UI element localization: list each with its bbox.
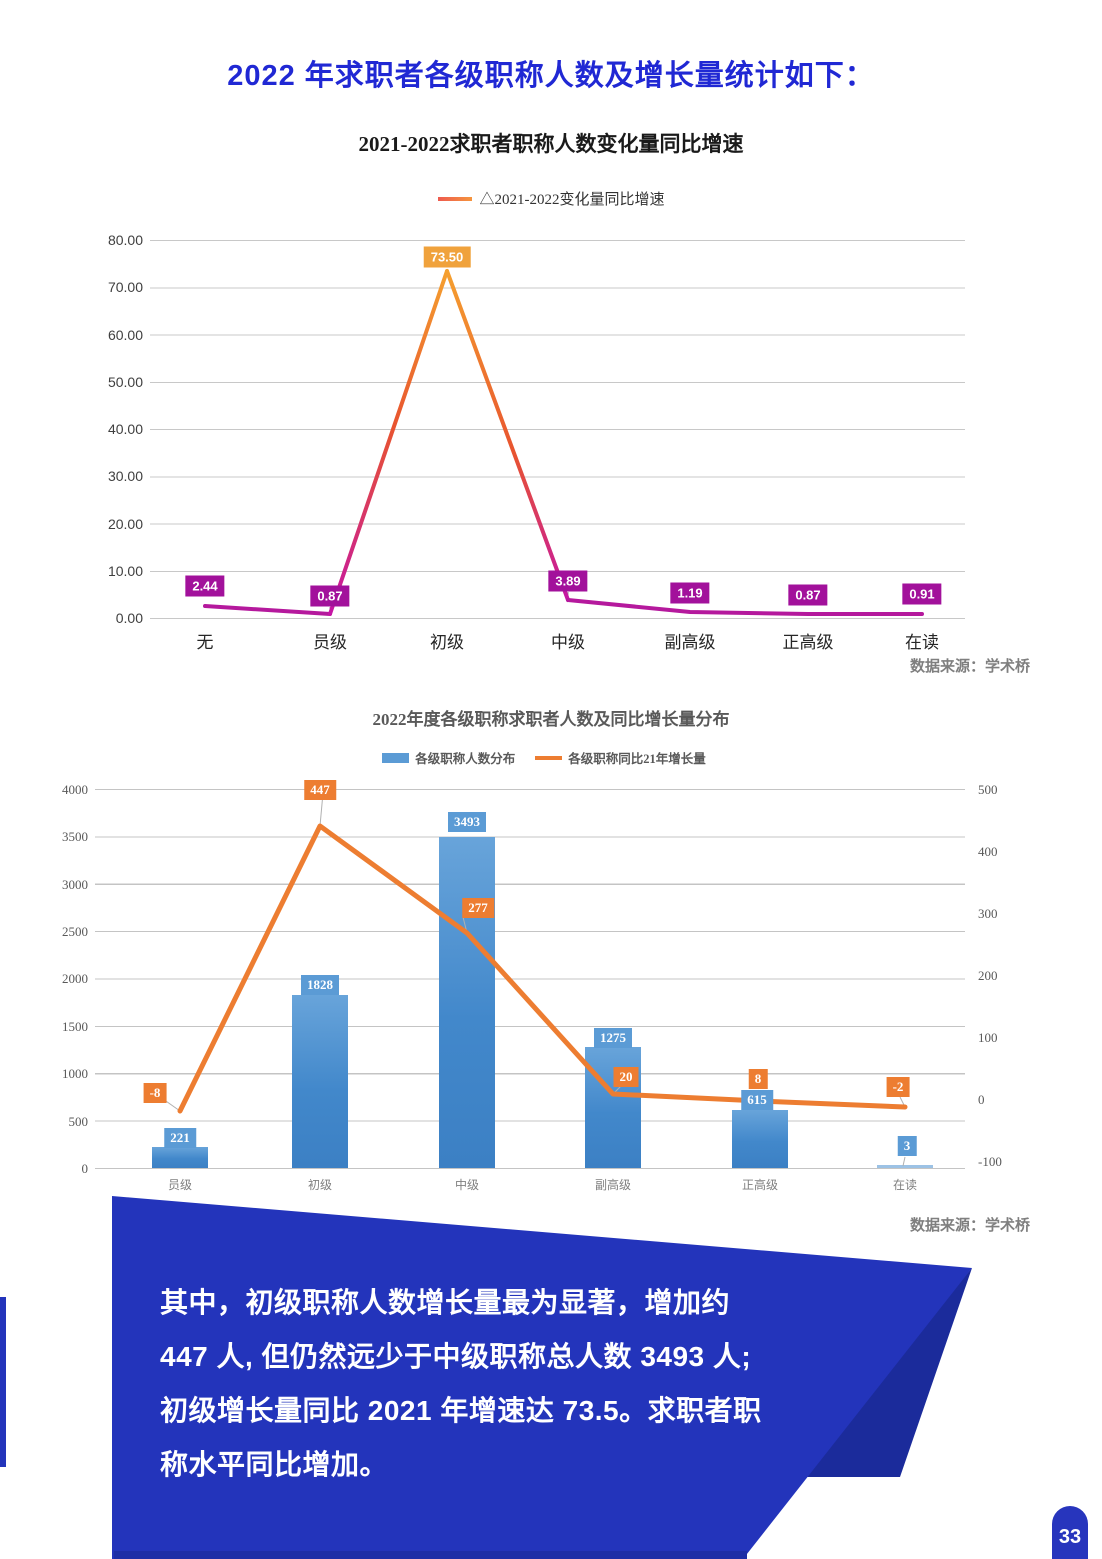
chart1-gridlines xyxy=(150,240,965,620)
y-axis-tick-label: 60.00 xyxy=(107,327,143,343)
data-point-label: 0.87 xyxy=(788,584,828,606)
left-axis-tick-label: 2500 xyxy=(62,924,88,939)
y-axis-tick-label: 20.00 xyxy=(107,516,143,532)
chart1-legend-label: △2021-2022变化量同比增速 xyxy=(479,192,665,208)
x-axis-category-label: 在读 xyxy=(892,1178,917,1192)
bar-在读 xyxy=(877,1165,933,1168)
chart1-trend-line xyxy=(203,269,924,616)
y-axis-tick-label: 30.00 xyxy=(107,468,143,484)
page-title: 2022 年求职者各级职称人数及增长量统计如下： xyxy=(227,60,875,92)
chart2-legend-line-label: 各级职称同比21年增长量 xyxy=(568,752,706,766)
x-axis-category-label: 员级 xyxy=(167,1178,192,1192)
y-axis-tick-label: 80.00 xyxy=(107,232,143,248)
chart1-legend: △2021-2022变化量同比增速 xyxy=(0,188,1102,209)
source-note: 数据来源：学术桥 xyxy=(909,658,1030,675)
y-axis-tick-label: 70.00 xyxy=(107,279,143,295)
x-axis-category-label: 副高级 xyxy=(594,1178,631,1192)
chart2-title: 2022年度各级职称求职者人数及同比增长量分布 xyxy=(372,710,730,729)
callout-text-line: 447 人, 但仍然远少于中级职称总人数 3493 人; xyxy=(160,1341,752,1372)
source-note: 数据来源：学术桥 xyxy=(909,1217,1030,1234)
data-point-label: 0.87 xyxy=(310,585,350,607)
right-axis-tick-label: 200 xyxy=(978,968,998,983)
data-point-label: 0.91 xyxy=(902,583,942,605)
right-axis-tick-label: -100 xyxy=(978,1154,1002,1169)
x-axis-category-label: 中级 xyxy=(454,1178,479,1192)
left-axis-tick-label: 500 xyxy=(68,1114,89,1129)
x-axis-category-label: 初级 xyxy=(307,1178,332,1192)
legend-bar-swatch xyxy=(382,752,410,763)
legend-line-swatch xyxy=(535,755,563,760)
line-value-label: -2 xyxy=(886,1077,910,1097)
chart1-title: 2021-2022求职者职称人数变化量同比增速 xyxy=(358,132,744,156)
bar-员级 xyxy=(152,1147,208,1168)
x-axis-category-label: 员级 xyxy=(313,633,347,652)
y-axis-tick-label: 0.00 xyxy=(115,610,143,626)
left-axis-tick-label: 3500 xyxy=(62,829,88,844)
bar-value-label: 221 xyxy=(164,1128,196,1148)
left-axis-tick-label: 0 xyxy=(81,1161,89,1176)
right-axis-tick-label: 100 xyxy=(978,1030,998,1045)
bar-初级 xyxy=(292,995,348,1168)
bar-value-label: 615 xyxy=(741,1090,773,1110)
x-axis-category-label: 无 xyxy=(196,633,214,652)
y-axis-tick-label: 50.00 xyxy=(107,374,143,390)
left-axis-tick-label: 3000 xyxy=(62,877,88,892)
bar-value-label: 3493 xyxy=(448,812,486,832)
callout-text-line: 其中，初级职称人数增长量最为显著，增加约 xyxy=(160,1287,731,1318)
callout-bottom-band xyxy=(114,1551,747,1559)
callout-text-line: 称水平同比增加。 xyxy=(160,1449,389,1480)
left-axis-tick-label: 1500 xyxy=(62,1019,88,1034)
x-axis-category-label: 中级 xyxy=(551,633,585,652)
bar-value-label: 1828 xyxy=(301,975,339,995)
right-axis-tick-label: 0 xyxy=(978,1092,985,1107)
data-point-label: 2.44 xyxy=(185,575,225,597)
legend-line-swatch xyxy=(437,196,472,201)
data-point-label: 1.19 xyxy=(670,582,710,604)
right-axis-tick-label: 500 xyxy=(978,782,998,797)
right-axis-tick-label: 400 xyxy=(978,844,998,859)
callout-box: 其中，初级职称人数增长量最为显著，增加约 447 人, 但仍然远少于中级职称总人… xyxy=(0,1190,1102,1559)
x-axis-category-label: 副高级 xyxy=(664,633,716,652)
left-edge-accent xyxy=(0,1297,6,1467)
x-axis-category-label: 正高级 xyxy=(741,1178,778,1192)
callout-text-line: 初级增长量同比 2021 年增速达 73.5。求职者职 xyxy=(160,1395,762,1426)
x-axis-category-label: 初级 xyxy=(430,633,464,652)
x-axis-category-label: 正高级 xyxy=(782,633,834,652)
bar-中级 xyxy=(439,837,495,1168)
left-axis-tick-label: 1000 xyxy=(62,1066,88,1081)
y-axis-tick-label: 10.00 xyxy=(107,563,143,579)
chart2-legend-bar-label: 各级职称人数分布 xyxy=(415,752,516,766)
left-axis-tick-label: 2000 xyxy=(62,971,88,986)
bar-value-label: 3 xyxy=(897,1136,917,1156)
callout-text: 其中，初级职称人数增长量最为显著，增加约 447 人, 但仍然远少于中级职称总人… xyxy=(160,1276,870,1492)
peak-data-point-label: 73.50 xyxy=(423,246,471,268)
line-value-label: 20 xyxy=(613,1067,639,1087)
line-value-label: 8 xyxy=(748,1069,768,1089)
bar-正高级 xyxy=(732,1110,788,1168)
line-value-label: -8 xyxy=(143,1083,167,1103)
page-number-badge: 33 xyxy=(1052,1506,1088,1559)
line-value-label: 277 xyxy=(462,898,494,918)
y-axis-tick-label: 40.00 xyxy=(107,421,143,437)
bar-value-label: 1275 xyxy=(594,1028,632,1048)
left-axis-tick-label: 4000 xyxy=(62,782,88,797)
x-axis-category-label: 在读 xyxy=(905,633,939,652)
chart2-growth-line xyxy=(162,792,908,1167)
data-point-label: 3.89 xyxy=(548,570,588,592)
right-axis-tick-label: 300 xyxy=(978,906,998,921)
chart2-legend: 各级职称人数分布 各级职称同比21年增长量 xyxy=(0,748,1102,767)
line-value-label: 447 xyxy=(304,780,336,800)
